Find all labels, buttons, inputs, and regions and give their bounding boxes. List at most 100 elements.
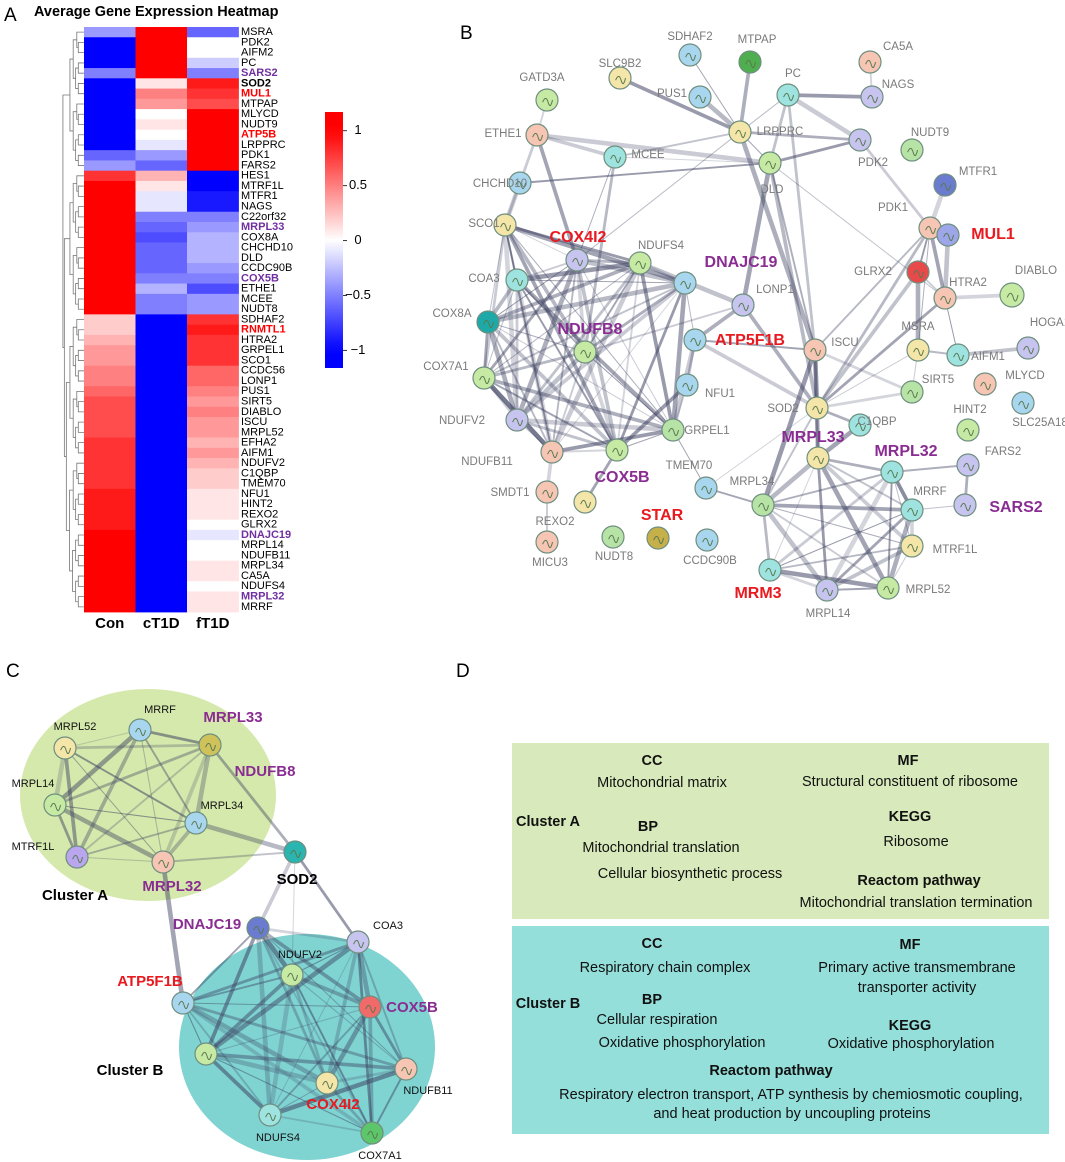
row-label: SIRT5 bbox=[241, 396, 272, 408]
node-structure bbox=[813, 455, 824, 464]
edge bbox=[738, 60, 752, 134]
edge bbox=[519, 162, 771, 184]
heat-cell bbox=[135, 273, 188, 284]
heat-cell bbox=[187, 334, 239, 346]
heat-cell bbox=[84, 570, 136, 582]
edge bbox=[504, 224, 674, 431]
heat-cell bbox=[84, 293, 136, 305]
dendrogram bbox=[75, 211, 79, 233]
heat-cell bbox=[84, 252, 136, 264]
heat-cell bbox=[84, 417, 136, 428]
row-label: NAGS bbox=[241, 201, 272, 213]
heat-cell bbox=[187, 488, 239, 500]
heat-cell bbox=[187, 283, 239, 295]
section-text: transporter activity bbox=[858, 980, 977, 996]
edge bbox=[486, 261, 642, 324]
node-structure bbox=[953, 352, 964, 361]
edge bbox=[255, 925, 273, 1118]
edge bbox=[182, 1002, 371, 1008]
dendrogram bbox=[69, 346, 74, 419]
panel-d: Cluster A CC Mitochondrial matrix MF Str… bbox=[512, 743, 1049, 1134]
dendrogram bbox=[77, 113, 84, 125]
node-structure bbox=[913, 269, 924, 278]
row-label: ISCU bbox=[241, 416, 267, 428]
node-structure bbox=[608, 534, 619, 543]
section-text: Primary active transmembrane bbox=[818, 960, 1015, 976]
dendrogram bbox=[72, 326, 77, 367]
node-structure bbox=[580, 499, 591, 508]
node-structure bbox=[783, 92, 794, 101]
heat-cell bbox=[187, 581, 239, 592]
row-label: COX8A bbox=[241, 231, 279, 243]
node-label: MRPL14 bbox=[806, 608, 851, 620]
edge bbox=[575, 258, 619, 452]
heat-cell bbox=[135, 478, 188, 490]
node-structure bbox=[907, 543, 918, 552]
heat-cell bbox=[187, 263, 239, 274]
edge bbox=[760, 455, 821, 508]
heat-cell bbox=[84, 345, 136, 356]
node-label: ATP5F1B bbox=[715, 332, 785, 349]
heat-cell bbox=[187, 550, 239, 562]
node-label: SIRT5 bbox=[922, 374, 954, 386]
heat-cell bbox=[135, 570, 188, 582]
node-label: PC bbox=[785, 68, 801, 80]
edge bbox=[815, 390, 914, 410]
row-label: FARS2 bbox=[241, 159, 276, 171]
dendrogram bbox=[77, 185, 84, 197]
dendrogram bbox=[77, 493, 84, 505]
node-label: PDK1 bbox=[878, 202, 908, 214]
edge bbox=[205, 1053, 373, 1134]
edge bbox=[670, 280, 688, 433]
edge bbox=[768, 138, 862, 165]
edge bbox=[887, 471, 893, 589]
edge bbox=[817, 457, 913, 511]
heat-cell bbox=[187, 201, 239, 213]
node-structure bbox=[265, 1112, 276, 1121]
node-label: MRRF bbox=[144, 704, 176, 716]
node-structure bbox=[365, 1004, 376, 1013]
edge bbox=[483, 282, 686, 379]
node-label: LONP1 bbox=[756, 284, 794, 296]
heat-cell bbox=[135, 314, 188, 326]
edge bbox=[824, 469, 895, 593]
heat-cell bbox=[187, 273, 239, 284]
heat-cell bbox=[84, 355, 136, 367]
node-structure bbox=[532, 132, 543, 141]
heat-cell bbox=[135, 180, 188, 192]
heat-cell bbox=[84, 550, 136, 562]
edge bbox=[535, 133, 579, 262]
heat-cell bbox=[84, 88, 136, 100]
edge bbox=[576, 259, 674, 431]
node-label: TMEM70 bbox=[666, 460, 713, 472]
edge bbox=[193, 820, 298, 855]
edge bbox=[139, 729, 164, 863]
edge bbox=[64, 747, 197, 824]
node-label: STAR bbox=[641, 507, 684, 524]
heat-cell bbox=[187, 540, 239, 551]
edge bbox=[182, 1002, 271, 1116]
heat-cell bbox=[135, 242, 188, 254]
node-structure bbox=[735, 129, 746, 138]
edge bbox=[52, 802, 166, 865]
heat-cell bbox=[84, 478, 136, 490]
heat-cell bbox=[135, 98, 188, 110]
row-label: MTFR1 bbox=[241, 190, 278, 202]
heat-cell bbox=[84, 519, 136, 531]
node-label: SLC9B2 bbox=[599, 58, 642, 70]
edge bbox=[208, 743, 297, 854]
node-structure bbox=[867, 94, 878, 103]
edge bbox=[368, 1005, 408, 1071]
colorbar-tick-label: −1 bbox=[351, 342, 366, 357]
edge bbox=[514, 277, 555, 455]
node-structure bbox=[653, 535, 664, 544]
node-structure bbox=[542, 97, 553, 106]
edge bbox=[204, 1052, 272, 1117]
node-label: AIFM1 bbox=[971, 351, 1005, 363]
edge bbox=[76, 744, 211, 858]
edge bbox=[291, 974, 407, 1070]
edge bbox=[487, 224, 506, 323]
heat-cell bbox=[84, 540, 136, 551]
